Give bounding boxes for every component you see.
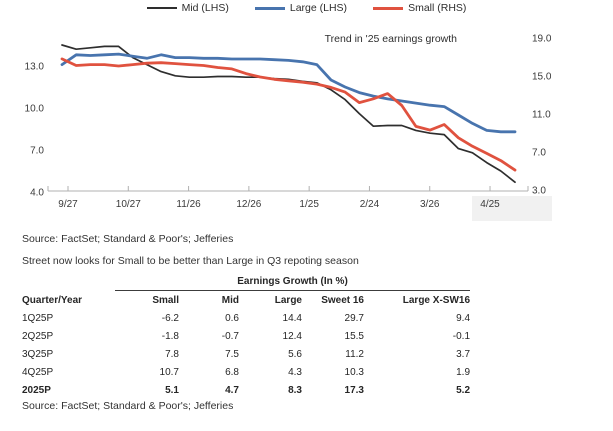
x-tick-label: 12/26 [236, 199, 261, 210]
col-header-small: Small [152, 295, 179, 306]
x-tick-label: 3/26 [420, 199, 440, 210]
cell: 5.6 [288, 348, 302, 360]
x-tick-label: 4/25 [480, 199, 500, 210]
row-label: 2Q25P [22, 330, 54, 342]
legend-label-mid: Mid (LHS) [181, 2, 229, 14]
row-label: 4Q25P [22, 366, 54, 378]
right-axis-label: 11.0 [532, 110, 551, 121]
cell: 29.7 [344, 312, 364, 324]
table-row: 1Q25P -6.2 0.6 14.4 29.7 9.4 [22, 309, 470, 327]
left-axis-label: 10.0 [25, 104, 45, 115]
right-axis-label: 3.0 [532, 186, 546, 197]
cell: -0.7 [221, 330, 239, 342]
row-label: 1Q25P [22, 312, 54, 324]
large-line-swatch [254, 6, 285, 10]
table-row: 2025P 5.1 4.7 8.3 17.3 5.2 [22, 381, 470, 399]
row-label: 3Q25P [22, 348, 54, 360]
series-line-large [60, 52, 517, 134]
legend-label-large: Large (LHS) [289, 2, 348, 14]
mid-line-swatch [146, 7, 177, 9]
cell: 3.7 [456, 348, 471, 360]
street-comment: Street now looks for Small to be better … [22, 255, 359, 267]
span-header-spacer [22, 276, 115, 291]
x-tick-label: 1/25 [299, 199, 319, 210]
cell: 9.4 [456, 312, 471, 324]
cell: 7.8 [165, 348, 179, 360]
cell: 4.7 [225, 384, 239, 396]
trend-chart: 9/27 10/27 11/26 12/26 1/25 2/24 3/26 4/25 13.0 1… [25, 34, 552, 221]
x-tick-label: 2/24 [360, 199, 380, 210]
cell: 11.2 [345, 348, 364, 360]
x-tick-label: 9/27 [58, 199, 78, 210]
source-line-bottom: Source: FactSet; Standard & Poor's; Jeff… [22, 400, 234, 412]
legend-item-mid: Mid (LHS) [146, 2, 229, 14]
series-line-small [60, 57, 517, 172]
table-header-row: Quarter/Year Small Mid Large Sweet 16 La… [22, 291, 470, 310]
right-axis-label: 15.0 [532, 72, 552, 83]
cell: 8.3 [288, 384, 302, 396]
left-axis-label: 4.0 [30, 188, 44, 199]
cell: 12.4 [282, 330, 302, 342]
chart-annotation: Trend in '25 earnings growth [324, 33, 457, 45]
chart-legend: Mid (LHS) Large (LHS) Small (RHS) [0, 2, 613, 14]
cell: 5.2 [456, 384, 471, 396]
highlight-box [472, 196, 552, 221]
cell: -6.2 [161, 312, 179, 324]
cell: 14.4 [282, 312, 302, 324]
cell: 17.3 [344, 384, 364, 396]
x-tick-label: 10/27 [116, 199, 141, 210]
table-row: 2Q25P -1.8 -0.7 12.4 15.5 -0.1 [22, 327, 470, 345]
legend-item-small: Small (RHS) [373, 2, 466, 14]
cell: -0.1 [452, 330, 471, 342]
col-header-large-x-sw16: Large X-SW16 [402, 295, 471, 306]
source-line-top: Source: FactSet; Standard & Poor's; Jeff… [22, 233, 234, 245]
cell: 0.6 [225, 312, 239, 324]
series-line-mid [61, 44, 516, 184]
col-header-sweet16: Sweet 16 [321, 295, 364, 306]
table-row: 4Q25P 10.7 6.8 4.3 10.3 1.9 [22, 363, 470, 381]
cell: 10.7 [159, 366, 179, 378]
col-header-mid: Mid [221, 295, 239, 306]
row-label: 2025P [22, 384, 51, 396]
right-axis-label: 19.0 [532, 34, 552, 45]
small-line-swatch [373, 6, 404, 10]
cell: 15.5 [344, 330, 364, 342]
table-body: 1Q25P -6.2 0.6 14.4 29.7 9.4 2Q25P -1.8 -0.7 12.4… [22, 309, 470, 399]
cell: 4.3 [288, 366, 302, 378]
table-span-header: Earnings Growth (In %) [115, 276, 471, 291]
cell: 5.1 [165, 384, 179, 396]
table-row: 3Q25P 7.8 7.5 5.6 11.2 3.7 [22, 345, 470, 363]
col-header-quarter-year: Quarter/Year [22, 294, 83, 306]
legend-item-large: Large (LHS) [254, 2, 348, 14]
left-axis-label: 13.0 [25, 62, 45, 73]
cell: 1.9 [456, 366, 471, 378]
cell: -1.8 [161, 330, 179, 342]
left-axis-label: 7.0 [30, 146, 44, 157]
legend-label-small: Small (RHS) [408, 2, 467, 14]
cell: 10.3 [344, 366, 364, 378]
earnings-growth-table: Earnings Growth (In %) Quarter/Year Smal… [22, 276, 471, 399]
table-span-header-row: Earnings Growth (In %) [22, 276, 471, 291]
cell: 7.5 [225, 348, 239, 360]
right-axis-label: 7.0 [532, 148, 546, 159]
earnings-table-block: Earnings Growth (In %) Quarter/Year Smal… [22, 276, 471, 399]
cell: 6.8 [225, 366, 239, 378]
x-tick-label: 11/26 [176, 199, 201, 210]
col-header-large: Large [274, 295, 302, 306]
